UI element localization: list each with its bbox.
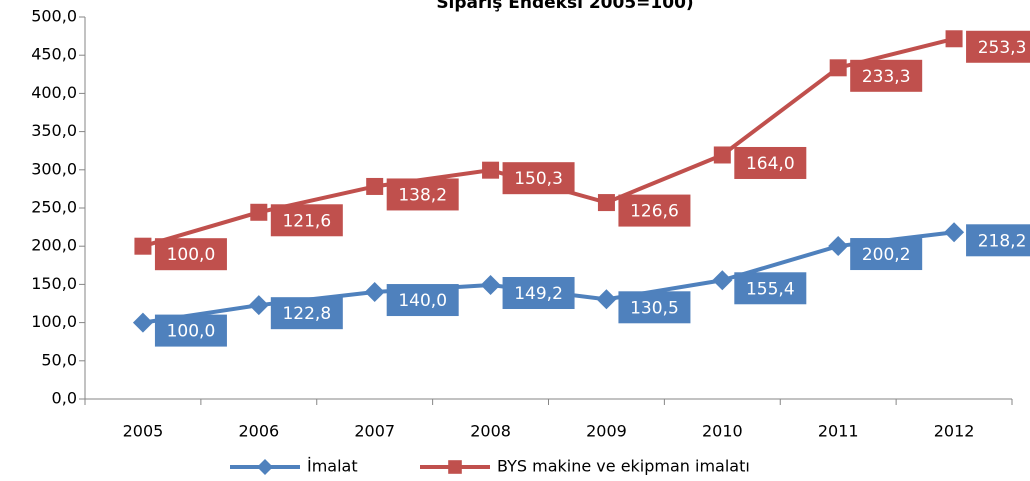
data-label: 130,5 xyxy=(630,298,679,318)
data-label-box xyxy=(386,178,459,211)
data-label-box xyxy=(734,272,807,305)
y-tick-label: 400,0 xyxy=(31,83,77,102)
x-tick-label: 2011 xyxy=(818,422,859,441)
data-label: 122,8 xyxy=(282,304,331,324)
data-point xyxy=(596,289,617,310)
data-label: 233,3 xyxy=(862,67,911,87)
data-label-box xyxy=(850,238,923,271)
data-label-box xyxy=(966,224,1030,257)
y-tick-label: 150,0 xyxy=(31,274,77,293)
data-label-box xyxy=(270,297,343,330)
data-point xyxy=(712,270,733,291)
data-label: 121,6 xyxy=(282,211,331,231)
data-point xyxy=(248,295,269,316)
data-point xyxy=(364,282,385,303)
data-label: 164,0 xyxy=(746,154,795,174)
x-tick-label: 2010 xyxy=(702,422,743,441)
data-label: 126,6 xyxy=(630,202,679,222)
y-tick-label: 200,0 xyxy=(31,236,77,255)
x-tick-label: 2007 xyxy=(354,422,395,441)
data-point xyxy=(480,275,501,296)
data-label: 100,0 xyxy=(167,322,216,342)
legend-label: BYS makine ve ekipman imalatı xyxy=(497,457,750,476)
data-label: 218,2 xyxy=(978,231,1027,251)
data-point xyxy=(829,59,847,77)
data-label-box xyxy=(618,291,691,324)
data-label: 200,2 xyxy=(862,245,911,265)
data-point xyxy=(597,194,615,212)
data-point xyxy=(366,177,384,195)
legend-marker xyxy=(448,460,462,474)
data-label-box xyxy=(154,314,227,347)
y-tick-label: 300,0 xyxy=(31,159,77,178)
chart-title: Sipariş Endeksi 2005=100) xyxy=(436,0,693,13)
x-tick-label: 2008 xyxy=(470,422,511,441)
y-tick-label: 0,0 xyxy=(52,389,77,408)
data-label: 138,2 xyxy=(398,185,447,205)
data-label-box xyxy=(850,59,923,92)
data-label: 253,3 xyxy=(978,38,1027,58)
y-tick-label: 50,0 xyxy=(41,350,77,369)
data-point xyxy=(945,30,963,48)
data-label: 149,2 xyxy=(514,284,563,304)
data-point xyxy=(250,203,268,221)
data-label-box xyxy=(966,30,1030,63)
data-label-box xyxy=(270,204,343,237)
data-point xyxy=(828,236,849,257)
y-tick-label: 450,0 xyxy=(31,45,77,64)
legend-label: İmalat xyxy=(307,457,358,476)
y-tick-label: 500,0 xyxy=(31,7,77,26)
x-tick-label: 2005 xyxy=(123,422,164,441)
legend-marker xyxy=(257,459,273,475)
data-label: 100,0 xyxy=(167,245,216,265)
x-tick-label: 2009 xyxy=(586,422,627,441)
data-point xyxy=(134,237,152,255)
data-label-box xyxy=(734,146,807,179)
data-label-box xyxy=(502,277,575,310)
y-tick-label: 100,0 xyxy=(31,312,77,331)
data-label-box xyxy=(618,194,691,227)
data-point xyxy=(482,161,500,179)
y-tick-label: 350,0 xyxy=(31,121,77,140)
x-tick-label: 2006 xyxy=(238,422,279,441)
data-label: 150,3 xyxy=(514,169,563,189)
data-label-box xyxy=(502,162,575,195)
x-tick-label: 2012 xyxy=(934,422,975,441)
data-label: 140,0 xyxy=(398,291,447,311)
data-label: 155,4 xyxy=(746,279,795,299)
data-label-box xyxy=(386,284,459,317)
data-point xyxy=(713,146,731,164)
data-label-box xyxy=(154,238,227,271)
y-tick-label: 250,0 xyxy=(31,198,77,217)
data-point xyxy=(132,312,153,333)
data-point xyxy=(944,222,965,243)
